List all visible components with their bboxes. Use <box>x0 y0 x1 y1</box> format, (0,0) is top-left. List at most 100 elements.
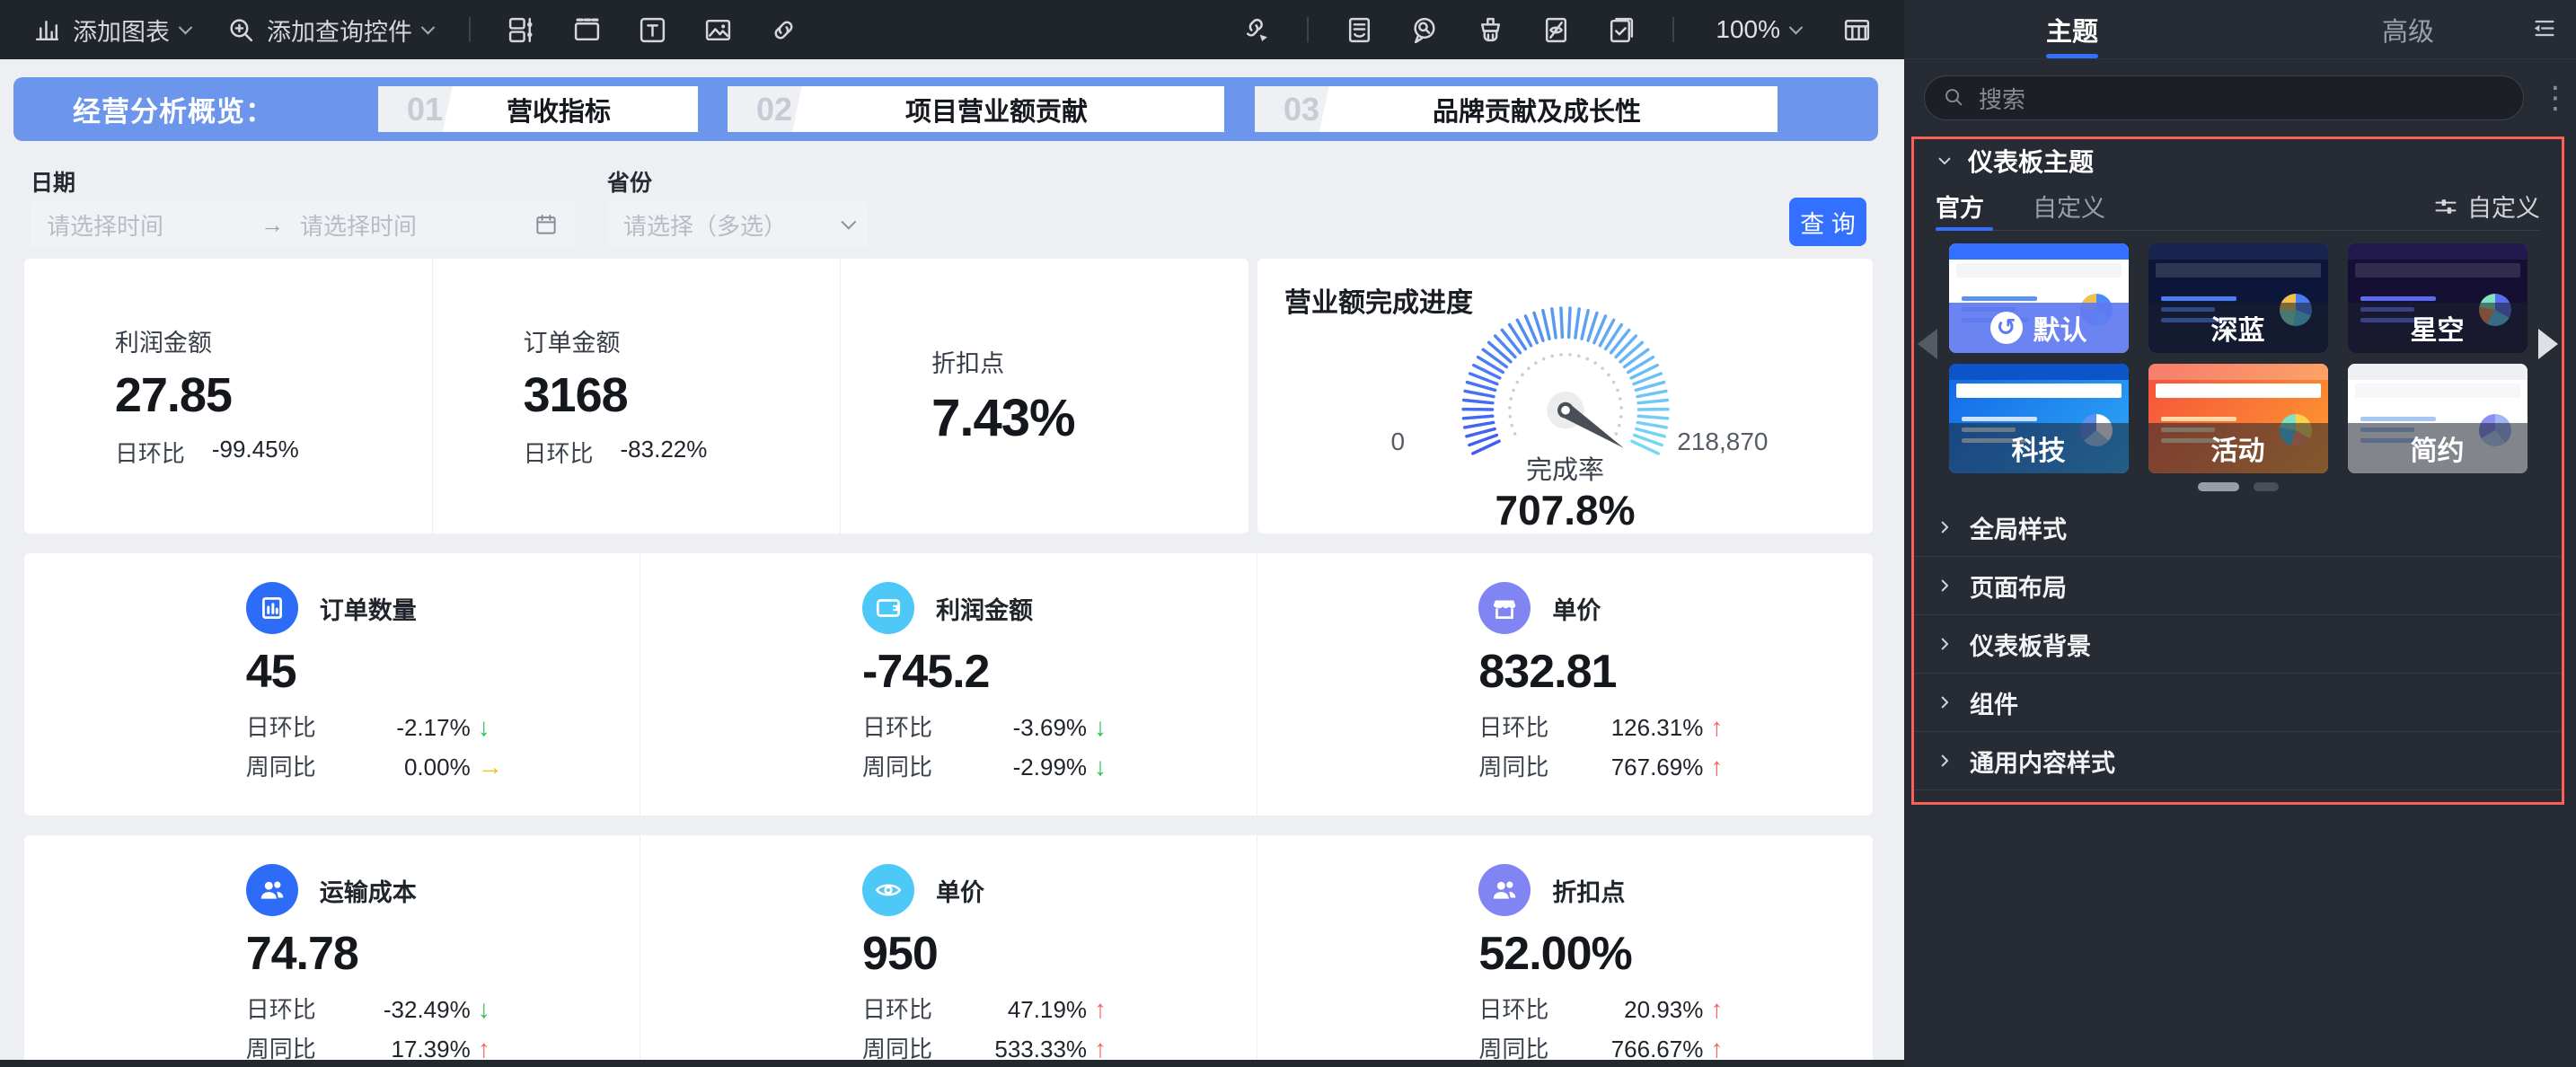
metric-sub-value: -32.49% <box>383 996 471 1023</box>
metric-sub-key: 日环比 <box>114 440 185 467</box>
people-icon <box>245 864 298 916</box>
metric-sub-key: 周同比 <box>862 754 933 780</box>
link-config-button[interactable] <box>1241 15 1271 45</box>
grid-panel-button[interactable] <box>1842 15 1872 45</box>
chevron-down-icon <box>420 20 436 34</box>
tab-advanced[interactable]: 高级 <box>2240 0 2576 58</box>
table-panel-icon <box>1844 19 1870 40</box>
metric-sub-value: -2.17% <box>396 714 471 741</box>
theme-minimal[interactable]: 简约 <box>2347 364 2527 473</box>
dashboard-theme-section-header[interactable]: 仪表板主题 <box>1914 139 2562 182</box>
metric-sub-key: 日环比 <box>245 996 316 1023</box>
metric-card-group[interactable]: 运输成本 74.78 日环比 -32.49% ↓ 周同比 17.39% ↑ <box>24 835 1873 1067</box>
accordion-common-content-style[interactable]: 通用内容样式 <box>1914 732 2562 790</box>
carousel-prev-icon[interactable] <box>1918 329 1937 359</box>
theme-name: 活动 <box>2210 436 2265 466</box>
metric-order-amount: 订单金额 3168 日环比 -83.22% <box>431 259 841 534</box>
sliders-icon <box>2435 198 2457 214</box>
window-tabs-icon <box>574 18 600 40</box>
metric-value: 950 <box>862 928 939 980</box>
carousel-next-icon[interactable] <box>2538 329 2558 359</box>
comment-search-button[interactable] <box>1410 15 1440 45</box>
theme-starry-sky[interactable]: 星空 <box>2347 243 2527 353</box>
metric-sub-key: 周同比 <box>1478 1036 1549 1063</box>
text-widget-button[interactable] <box>638 15 667 45</box>
theme-source-tabs: 官方 自定义 自定义 <box>1936 182 2540 231</box>
carousel-pagination <box>1914 482 2562 491</box>
metric-card-group[interactable]: 利润金额 27.85 日环比 -99.45% 订单金额 3168 日环比 <box>24 259 1248 534</box>
accordion-components[interactable]: 组件 <box>1914 674 2562 732</box>
theme-deep-blue[interactable]: 深蓝 <box>2148 243 2328 353</box>
collapse-panel-icon[interactable] <box>2526 13 2563 45</box>
accordion-global-style[interactable]: 全局样式 <box>1914 498 2562 557</box>
date-end-placeholder: 请选择时间 <box>300 212 418 240</box>
gauge-widget[interactable]: 营业额完成进度 0 218,870 完成率 707.8% <box>1257 259 1873 534</box>
accordion-label: 页面布局 <box>1970 574 2067 602</box>
report-settings-button[interactable] <box>1345 15 1374 45</box>
theme-search-input[interactable]: 搜索 <box>1924 75 2524 120</box>
image-widget-button[interactable] <box>703 15 733 45</box>
accordion-dashboard-background[interactable]: 仪表板背景 <box>1914 615 2562 674</box>
customize-theme-button[interactable]: 自定义 <box>2433 189 2540 224</box>
date-range-input[interactable]: 请选择时间 → 请选择时间 <box>31 201 575 248</box>
checklist-icon <box>1610 17 1634 42</box>
tab-custom-themes[interactable]: 自定义 <box>2033 195 2105 222</box>
banner-label: 营收指标 <box>506 97 611 127</box>
tab-container-button[interactable] <box>572 15 602 45</box>
metric-sub-value: 20.93% <box>1624 996 1704 1023</box>
chevron-right-icon <box>1941 579 1949 592</box>
theme-settings-highlight: 仪表板主题 官方 自定义 自定义 <box>1911 137 2564 805</box>
banner-item-2: 02 项目营业额贡献 <box>728 86 1224 132</box>
metric-sub-value: -3.69% <box>1012 714 1088 741</box>
metric-unit-price: 单价 832.81 日环比 126.31% ↑ 周同比 767.69% ↑ <box>1256 553 1873 816</box>
province-select[interactable]: 请选择（多选） <box>607 201 868 248</box>
metric-label: 利润金额 <box>936 596 1034 624</box>
theme-tech[interactable]: 科技 <box>1948 364 2129 473</box>
component-settings-button[interactable] <box>507 15 536 45</box>
more-options-icon[interactable]: ⋮ <box>2540 81 2571 115</box>
tab-theme[interactable]: 主题 <box>1904 0 2240 58</box>
tab-label: 高级 <box>2381 17 2434 47</box>
metric-value: 7.43% <box>931 389 1075 447</box>
todo-check-button[interactable] <box>1607 15 1636 45</box>
section-title: 仪表板主题 <box>1968 148 2095 176</box>
search-icon <box>1945 89 1963 106</box>
chevron-down-icon <box>1938 157 1951 165</box>
people-icon <box>1478 864 1531 916</box>
metric-sub-key: 日环比 <box>245 714 316 741</box>
theme-name: 深蓝 <box>2210 315 2265 346</box>
kpi-row-1: 利润金额 27.85 日环比 -99.45% 订单金额 3168 日环比 <box>24 259 1873 534</box>
metric-sub-key: 周同比 <box>862 1036 933 1063</box>
metric-sub-value: 17.39% <box>391 1036 471 1063</box>
link-widget-button[interactable] <box>769 15 798 45</box>
theme-name: 星空 <box>2410 315 2465 346</box>
add-chart-button[interactable]: 添加图表 <box>32 13 193 48</box>
metric-card-group[interactable]: 订单数量 45 日环比 -2.17% ↓ 周同比 0.00% → <box>24 553 1873 816</box>
tab-official-themes[interactable]: 官方 <box>1936 182 1993 231</box>
banner-number: 03 <box>1255 86 1348 132</box>
metric-sub-key: 日环比 <box>523 440 594 467</box>
carousel-dot[interactable] <box>2253 482 2279 491</box>
metric-unit-price: 单价 950 日环比 47.19% ↑ 周同比 533.33% ↑ <box>640 835 1256 1067</box>
carousel-dot[interactable] <box>2197 482 2239 491</box>
trend-icon: ↑ <box>1094 1035 1107 1063</box>
metric-discount-point: 折扣点 7.43% <box>840 259 1248 534</box>
chevron-right-icon <box>1941 696 1949 709</box>
clean-style-button[interactable] <box>1476 15 1505 45</box>
metric-label: 折扣点 <box>1552 878 1626 906</box>
metric-sub-value: 0.00% <box>403 754 471 780</box>
theme-name: 默认 <box>2033 315 2087 346</box>
query-button[interactable]: 查 询 <box>1789 198 1866 246</box>
theme-activity[interactable]: 活动 <box>2148 364 2328 473</box>
overview-banner[interactable]: 经营分析概览： 01 营收指标 02 项目营业额贡献 03 品牌贡献及成长性 <box>13 77 1878 141</box>
theme-default[interactable]: ↺ 默认 <box>1948 243 2129 353</box>
hide-preview-button[interactable] <box>1541 15 1571 45</box>
metric-label: 运输成本 <box>319 878 417 906</box>
banner-title: 经营分析概览： <box>73 96 274 128</box>
arrow-right-icon: → <box>260 210 284 238</box>
trend-icon: ↓ <box>477 713 490 741</box>
add-query-control-button[interactable]: 添加查询控件 <box>226 13 436 48</box>
zoom-level-control[interactable]: 100% <box>1710 14 1806 45</box>
accordion-page-layout[interactable]: 页面布局 <box>1914 557 2562 615</box>
metric-sub-value: 533.33% <box>994 1036 1088 1063</box>
